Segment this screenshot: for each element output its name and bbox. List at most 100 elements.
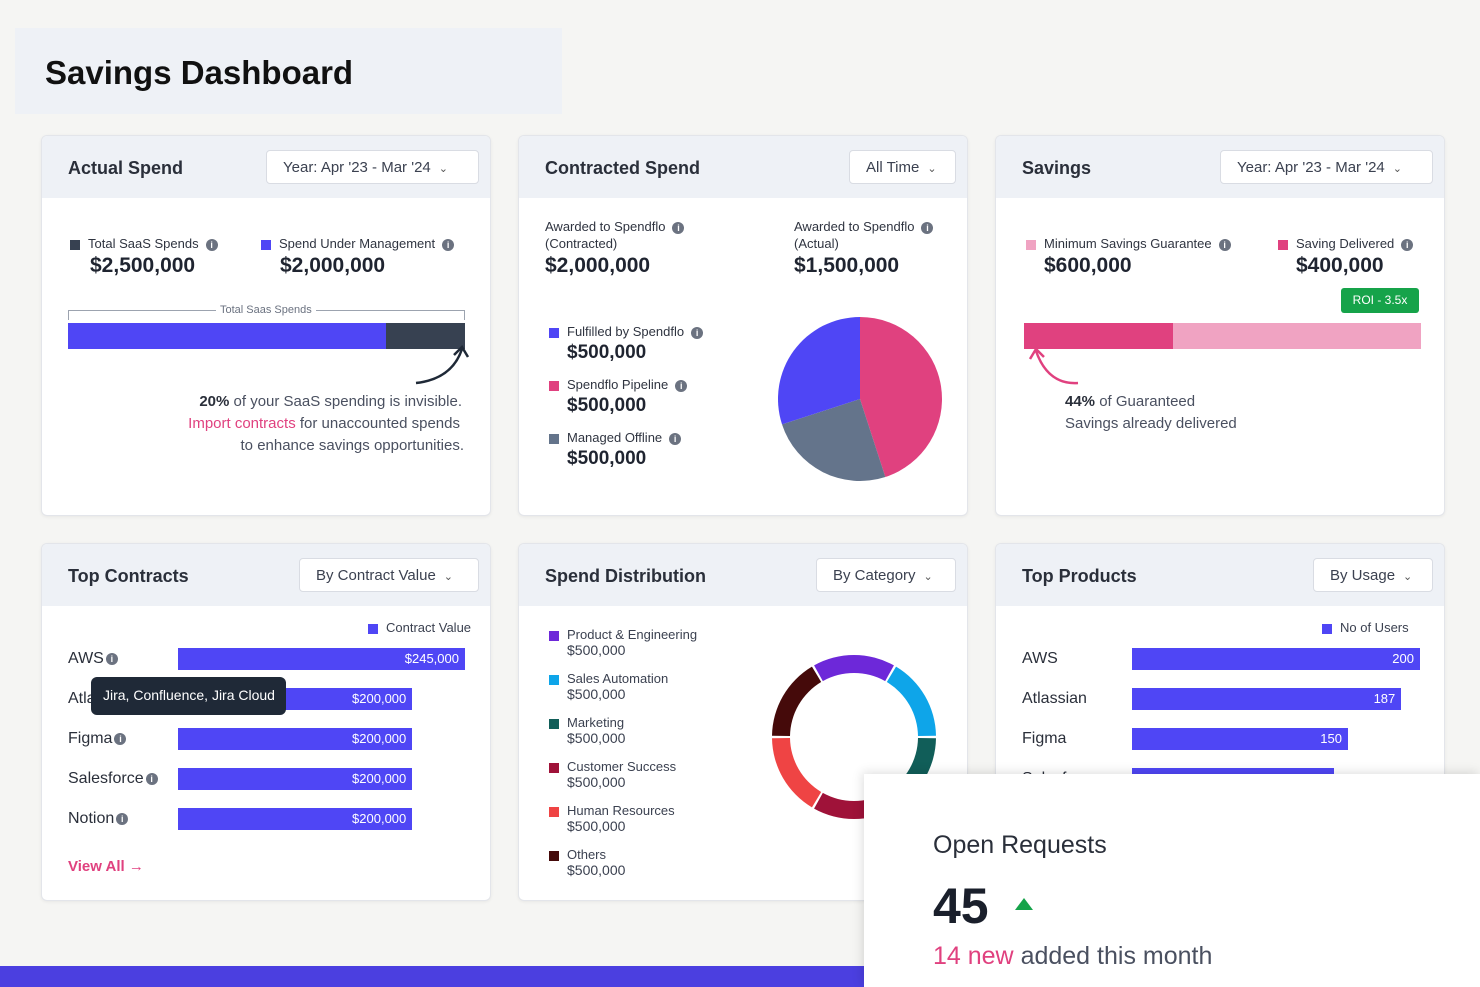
product-bar[interactable]: 150 xyxy=(1132,728,1348,750)
chevron-down-icon: ⌄ xyxy=(923,571,933,583)
dropdown-label: By Contract Value xyxy=(316,567,436,584)
contract-bar[interactable]: $200,000 xyxy=(178,728,413,750)
legend-swatch xyxy=(261,239,271,250)
legend-label: Managed Offline xyxy=(567,430,663,445)
chevron-down-icon: ⌄ xyxy=(927,163,937,175)
label-line: (Actual) xyxy=(794,236,839,251)
legend-value: $500,000 xyxy=(567,730,626,746)
legend-label: Human Resources xyxy=(567,803,675,818)
info-icon[interactable]: i xyxy=(1401,238,1414,251)
info-icon[interactable]: i xyxy=(921,221,934,234)
legend-swatch xyxy=(549,718,559,729)
awarded-actual-label: Awarded to Spendflo i (Actual) xyxy=(794,218,934,252)
import-note: Import contracts for unaccounted spends xyxy=(188,415,460,432)
usage-dropdown[interactable]: By Usage ⌄ xyxy=(1313,558,1433,592)
row-name: Figma xyxy=(1022,730,1067,747)
legend-label: Fulfilled by Spendflo xyxy=(567,324,685,339)
awarded-actual-value: $1,500,000 xyxy=(794,254,900,277)
legend-swatch xyxy=(549,327,559,338)
legend-swatch xyxy=(1278,239,1288,250)
dropdown-label: By Usage xyxy=(1330,567,1396,584)
contract-bar[interactable]: $245,000 xyxy=(178,648,465,670)
legend-label: No of Users xyxy=(1340,620,1409,635)
contract-bar[interactable]: $200,000 xyxy=(178,768,413,790)
legend-sum: Spend Under Management i xyxy=(261,236,455,251)
donut-slice-human-resources[interactable] xyxy=(772,737,822,808)
info-icon[interactable]: i xyxy=(691,326,704,339)
info-icon[interactable]: i xyxy=(114,732,127,745)
stacked-bar xyxy=(68,323,465,349)
contract-row-label: Salesforce i xyxy=(68,770,158,788)
info-icon[interactable]: i xyxy=(442,238,455,251)
import-contracts-link[interactable]: Import contracts xyxy=(188,415,296,432)
donut-slice-sales-automation[interactable] xyxy=(886,666,936,737)
category-dropdown[interactable]: By Category ⌄ xyxy=(816,558,956,592)
row-name: Figma xyxy=(68,730,113,747)
legend-swatch xyxy=(368,623,378,634)
chevron-down-icon: ⌄ xyxy=(1392,163,1402,175)
legend-label: Minimum Savings Guarantee xyxy=(1044,236,1212,251)
legend-delivered: Saving Delivered i xyxy=(1278,236,1414,251)
new-requests-note: 14 new added this month xyxy=(933,942,1212,971)
card-header: Actual Spend Year: Apr '23 - Mar '24 ⌄ xyxy=(42,136,490,198)
note-pct: 44% xyxy=(1065,393,1096,410)
donut-slice-others[interactable] xyxy=(772,666,822,737)
info-icon[interactable]: i xyxy=(669,432,682,445)
card-title: Contracted Spend xyxy=(545,158,701,178)
pie-slice-fulfilled-by-spendflo[interactable] xyxy=(778,317,860,425)
period-dropdown[interactable]: All Time ⌄ xyxy=(849,150,956,184)
view-all-link[interactable]: View All → xyxy=(68,858,144,875)
open-requests-panel: Open Requests 45 14 new added this month xyxy=(864,774,1480,987)
pie-slice-managed-offline[interactable] xyxy=(782,399,886,481)
delivered-note-2: Savings already delivered xyxy=(1065,415,1237,432)
note-text: of Guaranteed xyxy=(1095,393,1196,410)
legend-value: $500,000 xyxy=(567,862,626,878)
sort-dropdown[interactable]: By Contract Value ⌄ xyxy=(299,558,479,592)
product-bar[interactable]: 187 xyxy=(1132,688,1402,710)
card-title: Actual Spend xyxy=(68,158,184,178)
savings-bar xyxy=(1024,323,1421,349)
bar-caption: Total Saas Spends xyxy=(216,304,316,316)
donut-slice-product-engineering[interactable] xyxy=(814,655,894,682)
legend-swatch xyxy=(549,433,559,444)
savings-card: Savings Year: Apr '23 - Mar '24 ⌄ Minimum… xyxy=(995,135,1445,516)
top-contracts-card: Top Contracts By Contract Value ⌄ Contrac… xyxy=(41,543,491,901)
card-header: Contracted Spend All Time ⌄ xyxy=(519,136,967,198)
roi-badge: ROI - 3.5x xyxy=(1341,288,1419,313)
info-icon[interactable]: i xyxy=(105,652,118,665)
distribution-legend-item: Customer Success xyxy=(549,758,676,776)
arrow-icon xyxy=(1028,346,1079,385)
chevron-down-icon: ⌄ xyxy=(1403,571,1413,583)
legend-value: $500,000 xyxy=(567,686,626,702)
title-box: Savings Dashboard xyxy=(15,28,562,114)
dropdown-label: All Time xyxy=(866,159,920,176)
period-dropdown[interactable]: Year: Apr '23 - Mar '24 ⌄ xyxy=(266,150,479,184)
product-row-label: Figma xyxy=(1022,730,1066,748)
min-guarantee-value: $600,000 xyxy=(1044,254,1132,277)
info-icon[interactable]: i xyxy=(672,221,685,234)
delivered-note: 44% of Guaranteed xyxy=(1065,393,1195,410)
chevron-down-icon: ⌄ xyxy=(438,163,448,175)
legend-label: Total SaaS Spends xyxy=(88,236,199,251)
legend-label: Others xyxy=(567,847,607,862)
awarded-contracted-label: Awarded to Spendflo i (Contracted) xyxy=(545,218,685,252)
product-bar[interactable]: 200 xyxy=(1132,648,1420,670)
legend-swatch xyxy=(549,380,559,391)
pie-slice-spendflo-pipeline[interactable] xyxy=(860,317,942,477)
legend-offline: Managed Offline i xyxy=(549,430,682,445)
contract-row-label: Notion i xyxy=(68,810,129,828)
contract-bar[interactable]: $200,000 xyxy=(178,808,413,830)
legend-min-guarantee: Minimum Savings Guarantee i xyxy=(1026,236,1231,251)
contract-tooltip: Jira, Confluence, Jira Cloud xyxy=(91,677,286,715)
info-icon[interactable]: i xyxy=(116,812,129,825)
info-icon[interactable]: i xyxy=(145,772,158,785)
card-header: Top Contracts By Contract Value ⌄ xyxy=(42,544,490,606)
info-icon[interactable]: i xyxy=(1218,238,1231,251)
info-icon[interactable]: i xyxy=(675,379,688,392)
period-dropdown[interactable]: Year: Apr '23 - Mar '24 ⌄ xyxy=(1220,150,1433,184)
legend-swatch xyxy=(1322,623,1332,634)
card-header: Top Products By Usage ⌄ xyxy=(996,544,1444,606)
info-icon[interactable]: i xyxy=(205,238,218,251)
legend-swatch xyxy=(549,762,559,773)
dropdown-label: Year: Apr '23 - Mar '24 xyxy=(283,159,431,176)
